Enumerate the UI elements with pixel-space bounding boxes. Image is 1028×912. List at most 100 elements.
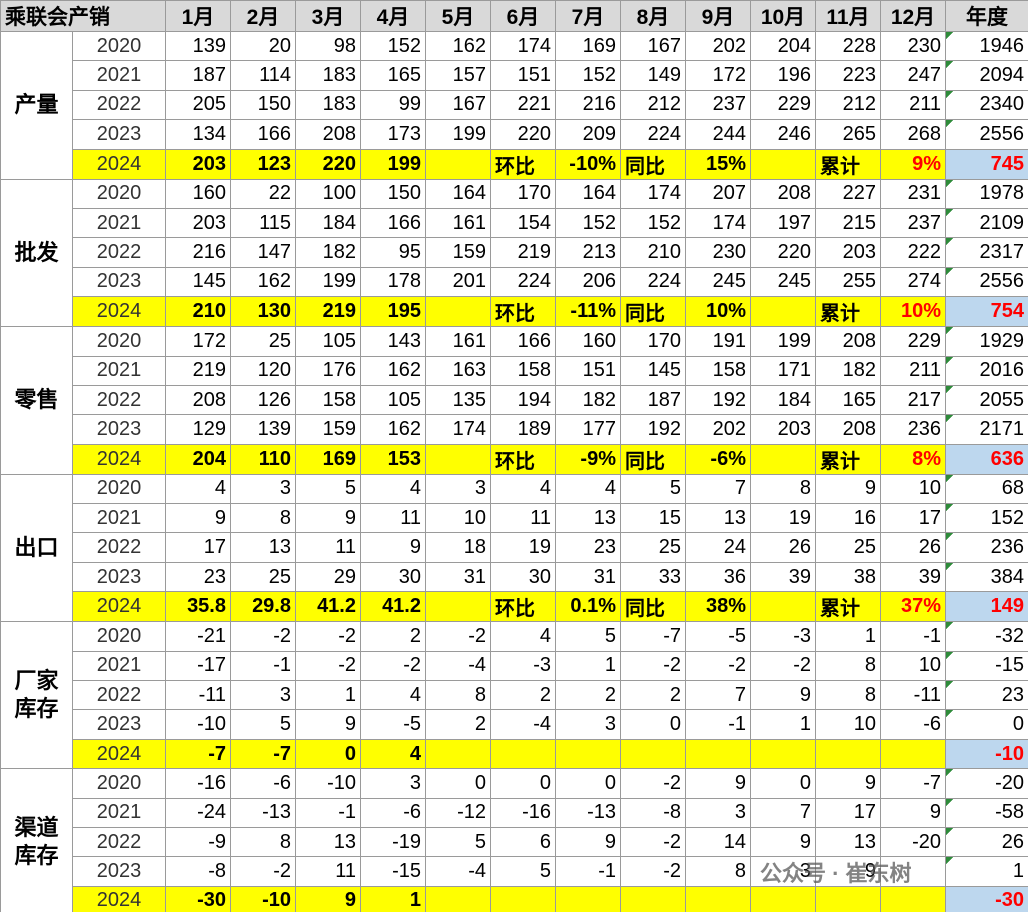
value-cell: -9 [165,826,231,858]
value-cell: 8 [815,650,881,682]
table-row: 2022 205 150 183 99 167 221 216 212 237 229 212 211 2… [1,89,1028,121]
value-cell [425,885,491,912]
value-cell: 98 [295,30,361,62]
value-cell [555,885,621,912]
year-cell: 2020 [72,473,166,505]
value-cell: -13 [230,797,296,828]
value-cell: 187 [165,60,231,91]
value-cell: 158 [295,384,361,416]
value-cell: 182 [295,237,361,268]
value-cell: 37% [880,591,946,623]
value-cell: 227 [815,178,881,209]
table-row: 厂家库存 2020 -21 -2 -2 2 -2 4 5 -7 -5 -3 1 -1 -32 [0,621,1028,770]
value-cell: 同比 [620,148,686,180]
year-cell: 2020 [72,768,166,799]
value-cell: 4 [555,473,621,505]
header-title: 乘联会产销 [0,0,166,32]
value-cell: 20 [230,30,296,62]
year-cell: 2021 [72,355,166,386]
value-cell: 139 [230,414,296,445]
year-cell: 2020 [72,30,166,62]
value-cell: 207 [685,178,751,209]
value-cell: 120 [230,355,296,386]
total-cell: 2340 [945,89,1028,121]
value-cell: 176 [295,355,361,386]
year-cell: 2023 [72,266,166,298]
value-cell: -2 [425,621,491,652]
table-row: 2024 204 110 169 153 环比 -9% 同比 -6% 累计 8% 636 [1,443,1028,475]
value-cell: 7 [685,473,751,505]
value-cell: 152 [620,207,686,239]
table-row: 2021 9 8 9 11 10 11 13 15 13 19 16 17 152 [1,503,1028,534]
value-cell: 265 [815,119,881,150]
total-cell: 2055 [945,384,1028,416]
value-cell: 171 [750,355,816,386]
value-cell [620,885,686,912]
value-cell: 环比 [490,296,556,328]
value-cell: 9 [165,503,231,534]
value-cell: 23 [165,561,231,593]
year-cell: 2022 [72,89,166,121]
value-cell: -30 [165,885,231,912]
total-cell: 754 [945,296,1028,328]
total-cell: 1929 [945,326,1028,357]
value-cell: 31 [555,561,621,593]
value-cell: 195 [360,296,426,328]
group-label: 渠道库存 [0,768,73,912]
month-header: 3月 [295,0,361,32]
value-cell: 244 [685,119,751,150]
value-cell: 211 [880,355,946,386]
value-cell: 217 [880,384,946,416]
value-cell: 174 [425,414,491,445]
value-cell: 同比 [620,296,686,328]
value-cell: 224 [620,119,686,150]
value-cell [425,591,491,623]
value-cell: 152 [360,30,426,62]
value-cell: -7 [230,738,296,770]
value-cell: 220 [750,237,816,268]
month-header: 4月 [360,0,426,32]
value-cell: 236 [880,414,946,445]
value-cell: 229 [750,89,816,121]
value-cell: 4 [165,473,231,505]
value-cell: 5 [425,826,491,858]
value-cell: 211 [880,89,946,121]
value-cell [425,738,491,770]
value-cell: 11 [295,532,361,563]
total-cell: -10 [945,738,1028,770]
value-cell: 39 [750,561,816,593]
value-cell: 199 [425,119,491,150]
value-cell: 208 [295,119,361,150]
value-cell: 30 [490,561,556,593]
total-cell: 2094 [945,60,1028,91]
value-cell: 0.1% [555,591,621,623]
value-cell: 13 [295,826,361,858]
value-cell: 累计 [815,443,881,475]
total-cell: 152 [945,503,1028,534]
value-cell: 191 [685,326,751,357]
value-cell: 208 [750,178,816,209]
value-cell: -6 [230,768,296,799]
value-cell: 196 [750,60,816,91]
value-cell: -9% [555,443,621,475]
month-header: 11月 [815,0,881,32]
value-cell: 230 [685,237,751,268]
value-cell: -1 [555,856,621,887]
value-cell: 3 [230,473,296,505]
value-cell: 15% [685,148,751,180]
table-row: 2023 23 25 29 30 31 30 31 33 36 39 38 39 384 [1,561,1028,593]
value-cell: 215 [815,207,881,239]
value-cell: 8 [230,826,296,858]
year-cell: 2020 [72,326,166,357]
group-label: 厂家库存 [0,621,73,770]
value-cell: -4 [425,650,491,682]
value-cell: -2 [620,856,686,887]
value-cell: 9 [815,768,881,799]
value-cell: 2 [360,621,426,652]
value-cell: 237 [880,207,946,239]
group-label: 产量 [0,31,73,180]
total-cell: 1 [945,856,1028,887]
value-cell: 105 [295,326,361,357]
value-cell: 3 [685,797,751,828]
